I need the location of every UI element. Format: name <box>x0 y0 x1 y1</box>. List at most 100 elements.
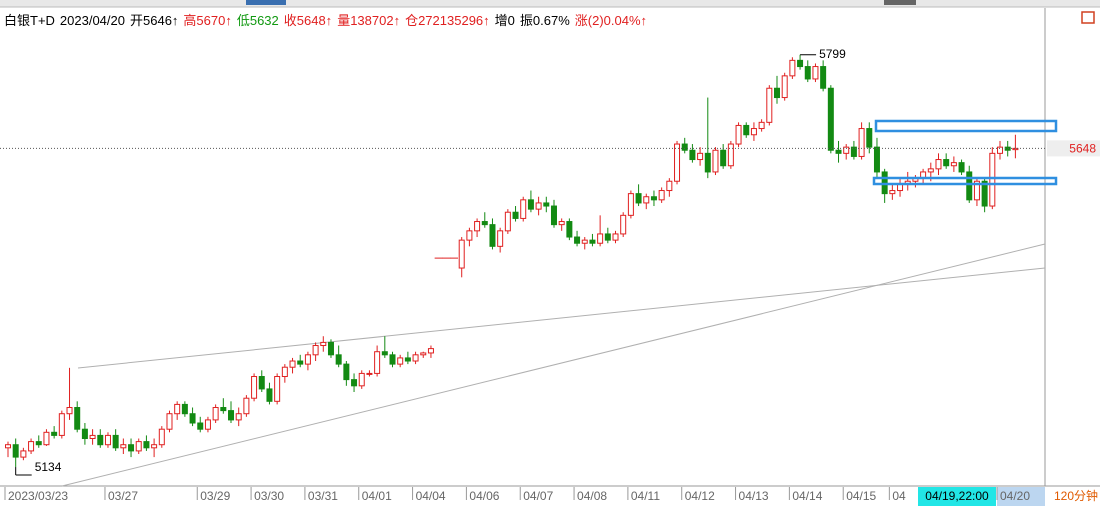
header-item: 高5670↑ <box>183 13 232 28</box>
candle-body <box>143 441 150 449</box>
candle-body <box>420 352 427 356</box>
x-tick-label: 04/06 <box>469 489 499 503</box>
cursor-label: 04/19,22:00 <box>925 489 989 503</box>
candle-body <box>212 407 219 421</box>
toolbar-tab[interactable] <box>246 0 286 5</box>
candle-body <box>666 180 673 192</box>
candle-body <box>189 413 196 424</box>
candle-body <box>543 202 550 207</box>
candle-body <box>220 407 227 412</box>
candle-body <box>966 171 973 201</box>
candle-body <box>251 376 258 399</box>
x-tick-label: 04/12 <box>685 489 715 503</box>
candle-body <box>397 357 404 365</box>
candle-body <box>550 205 557 226</box>
candle-body <box>697 152 704 161</box>
candle-body <box>774 87 780 99</box>
x-tick-label: 04/20 <box>1000 489 1030 503</box>
toolbar-button[interactable] <box>884 0 916 5</box>
candle-body <box>927 168 934 173</box>
candle-body <box>297 360 304 365</box>
candle-body <box>5 444 11 449</box>
x-tick-label: 03/31 <box>308 489 338 503</box>
candle-body <box>497 230 504 247</box>
candle-body <box>589 239 596 244</box>
candle-body <box>527 199 534 210</box>
candle-body <box>104 434 111 446</box>
header-item: 涨(2)0.04%↑ <box>574 13 648 28</box>
candle-body <box>989 152 996 207</box>
candle-body <box>151 444 158 449</box>
candle-body <box>481 221 488 226</box>
cursor-box <box>918 487 996 506</box>
candle-body <box>204 419 211 430</box>
candle-body <box>766 87 773 123</box>
candle-body <box>320 341 327 347</box>
candle-body <box>658 190 665 201</box>
trend-line <box>77 267 1046 369</box>
candle-body <box>66 407 73 415</box>
settings-icon[interactable] <box>1081 11 1095 24</box>
candle-body <box>843 146 850 154</box>
candle-body <box>689 149 696 161</box>
candle-body <box>727 143 734 167</box>
candle-body <box>520 199 527 219</box>
candle-body <box>635 193 642 204</box>
candle-body <box>558 221 565 226</box>
x-tick-label: 04/11 <box>631 489 660 503</box>
candle-body <box>43 431 50 446</box>
candle-body <box>574 236 581 244</box>
header-item: 2023/04/20 <box>59 13 125 28</box>
candle-body <box>681 143 688 151</box>
candle-body <box>897 183 904 192</box>
candle-body <box>197 422 204 430</box>
candle-body <box>343 363 350 381</box>
candle-body <box>289 360 296 368</box>
x-tick-label: 03/29 <box>200 489 230 503</box>
candle-body <box>704 152 711 173</box>
candle-body <box>97 434 104 446</box>
candle-body <box>743 124 750 136</box>
drawn-box[interactable] <box>872 176 1058 186</box>
candle-body <box>581 239 588 244</box>
candle-body <box>850 146 857 157</box>
candle-body <box>112 434 119 449</box>
candle-body <box>827 87 834 151</box>
candle-body <box>35 441 42 446</box>
candle-body <box>950 162 957 167</box>
last-price-box <box>1047 140 1100 157</box>
drawn-box[interactable] <box>874 119 1058 133</box>
candle-body <box>158 428 165 446</box>
candle-body <box>597 233 604 244</box>
candle-body <box>720 149 727 167</box>
quote-header: 白银T+D 2023/04/20 开5646↑ 高5670↑ 低5632 收5648↑ 量1… <box>4 10 652 29</box>
candle-body <box>643 196 650 204</box>
candle-body <box>81 428 88 440</box>
candle-body <box>981 180 988 207</box>
candle-body <box>512 211 519 219</box>
candle-body <box>997 146 1004 154</box>
candle-body <box>89 434 96 440</box>
candle-body <box>327 341 334 356</box>
candle-body <box>566 221 573 238</box>
candle-body <box>797 59 804 68</box>
candle-body <box>820 66 827 89</box>
candle-body <box>374 351 381 374</box>
candle-body <box>873 146 880 173</box>
candle-body <box>1012 147 1019 151</box>
low-label: 5134 <box>35 460 62 474</box>
candle-body <box>535 202 542 210</box>
candle-body <box>381 351 388 356</box>
candle-body <box>358 372 365 387</box>
candle-body <box>281 366 288 378</box>
x-tick-label: 04/15 <box>846 489 876 503</box>
candle-body <box>835 149 842 154</box>
candle-body <box>650 196 657 201</box>
x-tick-label: 04/04 <box>416 489 446 503</box>
candle-body <box>750 128 757 136</box>
candle-body <box>128 444 135 452</box>
candle-body <box>335 354 342 365</box>
candle-body <box>266 388 273 402</box>
candle-body <box>612 233 619 241</box>
